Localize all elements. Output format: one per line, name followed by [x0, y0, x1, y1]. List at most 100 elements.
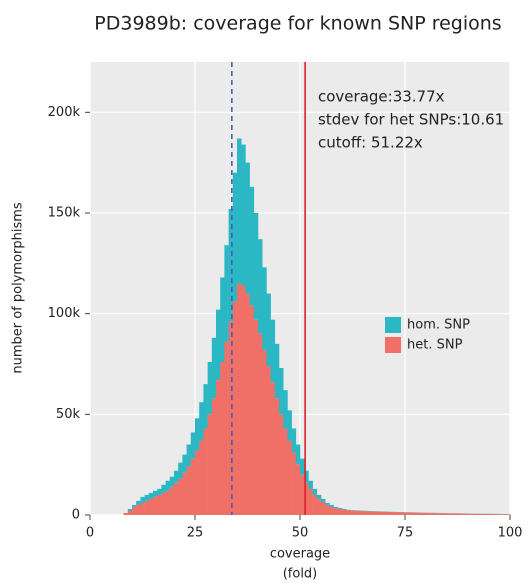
- histogram-bar: [203, 384, 208, 429]
- histogram-bar: [228, 321, 234, 515]
- histogram-bar: [224, 245, 229, 342]
- histogram-bar: [195, 450, 200, 515]
- histogram-bar: [434, 513, 439, 515]
- x-tick-label: 100: [498, 526, 523, 541]
- histogram-bar: [127, 508, 133, 511]
- histogram-bar: [203, 428, 208, 515]
- annotation: coverage:33.77x: [318, 88, 445, 106]
- histogram-bar: [430, 512, 435, 515]
- y-tick-label: 0: [72, 508, 80, 523]
- histogram-bar: [308, 480, 313, 489]
- histogram-bar: [291, 452, 297, 515]
- histogram-bar: [245, 293, 250, 515]
- histogram-bar: [195, 418, 200, 451]
- histogram-bar: [388, 511, 393, 515]
- histogram-bar: [283, 428, 288, 515]
- histogram-bar: [270, 382, 276, 515]
- histogram-bar: [350, 510, 355, 515]
- y-tick-label: 200k: [48, 105, 81, 120]
- histogram-bar: [279, 368, 284, 415]
- histogram-bar: [153, 496, 158, 515]
- histogram-bar: [241, 285, 246, 515]
- x-axis-label: coverage: [270, 547, 330, 562]
- histogram-bar: [409, 512, 414, 515]
- annotation: stdev for het SNPs:10.61: [318, 111, 504, 129]
- histogram-bar: [132, 506, 137, 515]
- histogram-bar: [249, 186, 255, 306]
- histogram-bar: [211, 337, 217, 399]
- histogram-bar: [346, 510, 351, 515]
- x-tick-label: 50: [292, 526, 309, 541]
- histogram-bar: [291, 428, 297, 453]
- y-axis-label: number of polymorphisms: [11, 202, 26, 374]
- histogram-bar: [375, 511, 381, 515]
- x-tick-label: 0: [86, 526, 94, 541]
- histogram-bar: [379, 511, 385, 515]
- histogram-bar: [421, 512, 427, 515]
- histogram-bar: [484, 513, 490, 515]
- x-axis-unit: (fold): [283, 567, 318, 582]
- histogram-bar: [337, 507, 343, 509]
- histogram-bar: [438, 513, 444, 515]
- histogram-bar: [493, 514, 498, 515]
- histogram-bar: [127, 510, 133, 515]
- histogram-bar: [354, 510, 360, 515]
- histogram-bar: [140, 502, 145, 515]
- histogram-bar: [463, 513, 469, 515]
- histogram-bar: [178, 462, 183, 479]
- histogram-bar: [190, 458, 196, 515]
- histogram-bar: [169, 486, 175, 515]
- histogram-bar: [140, 496, 145, 503]
- histogram-bar: [400, 512, 406, 515]
- histogram-bar: [459, 513, 465, 515]
- legend-label: hom. SNP: [407, 318, 470, 333]
- histogram-bar: [232, 172, 238, 302]
- legend-label: het. SNP: [407, 338, 463, 353]
- histogram-bar: [178, 478, 183, 515]
- histogram-bar: [472, 513, 477, 515]
- histogram-bar: [237, 138, 242, 284]
- histogram-bar: [405, 512, 410, 515]
- histogram-bar: [228, 208, 234, 322]
- histogram-bar: [207, 361, 213, 415]
- histogram-bar: [199, 402, 204, 441]
- bars: [123, 138, 511, 515]
- histogram-bar: [325, 504, 330, 515]
- histogram-bar: [329, 506, 334, 515]
- histogram-bar: [447, 513, 452, 515]
- histogram-bar: [501, 514, 507, 515]
- histogram-bar: [325, 502, 330, 505]
- histogram-bar: [144, 500, 150, 515]
- histogram-bar: [413, 512, 418, 515]
- histogram-bar: [190, 432, 196, 459]
- histogram-bar: [329, 504, 334, 507]
- histogram-bar: [342, 508, 347, 510]
- histogram-bar: [224, 341, 229, 515]
- histogram-bar: [148, 492, 154, 499]
- histogram-bar: [274, 398, 280, 515]
- histogram-bar: [220, 361, 225, 515]
- histogram-bar: [316, 498, 322, 515]
- histogram-bar: [371, 511, 376, 515]
- histogram-bar: [216, 380, 221, 515]
- histogram-bar: [333, 508, 339, 515]
- histogram-bar: [132, 504, 137, 507]
- x-tick-label: 25: [187, 526, 204, 541]
- histogram-bar: [270, 319, 276, 383]
- histogram-bar: [174, 482, 179, 515]
- histogram-bar: [287, 440, 292, 515]
- histogram-bar: [123, 512, 129, 515]
- histogram-bar: [161, 492, 166, 515]
- histogram-bar: [165, 480, 171, 491]
- histogram-bar: [468, 513, 473, 515]
- histogram-bar: [199, 440, 204, 515]
- histogram-bar: [480, 513, 486, 515]
- histogram-bar: [262, 267, 267, 350]
- legend-swatch: [385, 337, 401, 353]
- histogram-bar: [186, 466, 192, 515]
- histogram-bar: [220, 277, 225, 362]
- histogram-bar: [153, 490, 158, 497]
- histogram-bar: [157, 494, 162, 515]
- histogram-bar: [274, 343, 280, 399]
